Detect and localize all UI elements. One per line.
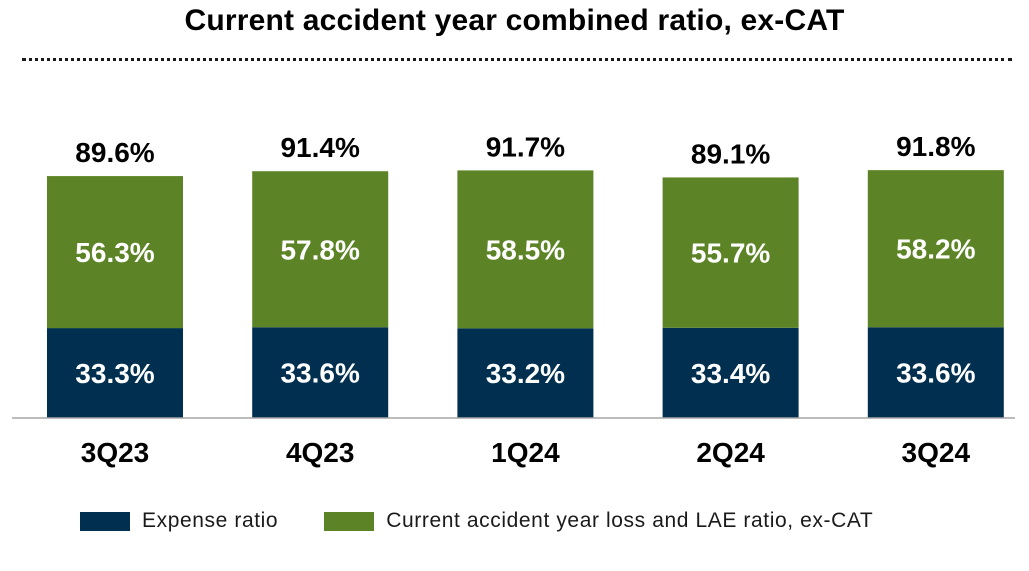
data-label-expense-ratio-3q23: 33.3% (75, 358, 154, 389)
bar-loss-lae-ratio-3q24 (867, 170, 1004, 328)
category-label-4q23: 4Q23 (286, 437, 355, 468)
bar-expense-ratio-3q24 (867, 327, 1004, 418)
data-label-expense-ratio-2q24: 33.4% (691, 358, 770, 389)
legend-item-loss-lae-ratio: Current accident year loss and LAE ratio… (324, 509, 873, 533)
bar-expense-ratio-1q24 (457, 328, 594, 418)
bar-expense-ratio-2q24 (662, 327, 799, 418)
stacked-bar-chart: 33.3% 56.3% 89.6% 3Q23 33.6% 57.8% 91.4% 4Q23 33… (12, 131, 1015, 468)
total-label-1q24: 91.7% (486, 131, 565, 162)
bar-expense-ratio-4q23 (252, 327, 389, 418)
total-label-2q24: 89.1% (691, 138, 770, 169)
bar-loss-lae-ratio-2q24 (662, 177, 799, 328)
data-label-loss-lae-ratio-3q23: 56.3% (75, 237, 154, 268)
total-label-3q24: 91.8% (896, 131, 975, 162)
legend-item-expense-ratio: Expense ratio (80, 509, 278, 533)
labels-layer: 33.3% 56.3% 89.6% 3Q23 33.6% 57.8% 91.4% 4Q23 33… (75, 131, 975, 468)
data-label-loss-lae-ratio-4q23: 57.8% (280, 234, 359, 265)
chart-title: Current accident year combined ratio, ex… (184, 4, 845, 37)
data-label-loss-lae-ratio-3q24: 58.2% (896, 234, 975, 265)
category-label-1q24: 1Q24 (491, 437, 560, 468)
data-label-expense-ratio-1q24: 33.2% (486, 358, 565, 389)
category-label-3q24: 3Q24 (902, 437, 971, 468)
bar-expense-ratio-3q23 (47, 328, 183, 418)
legend: Expense ratio Current accident year loss… (80, 506, 919, 536)
data-label-loss-lae-ratio-1q24: 58.5% (486, 234, 565, 265)
data-label-expense-ratio-3q24: 33.6% (896, 358, 975, 389)
total-label-3q23: 89.6% (75, 137, 154, 168)
bar-loss-lae-ratio-1q24 (457, 170, 594, 329)
legend-swatch-expense-ratio (80, 511, 130, 531)
legend-label-expense-ratio: Expense ratio (142, 509, 279, 532)
data-label-loss-lae-ratio-2q24: 55.7% (691, 238, 770, 269)
total-label-4q23: 91.4% (280, 132, 359, 163)
bars-layer (47, 170, 1004, 418)
title-divider (22, 58, 1012, 61)
bar-loss-lae-ratio-4q23 (252, 171, 389, 328)
legend-swatch-loss-lae-ratio (324, 511, 375, 531)
bar-loss-lae-ratio-3q23 (47, 176, 183, 329)
category-label-2q24: 2Q24 (696, 437, 765, 468)
legend-label-loss-lae-ratio: Current accident year loss and LAE ratio… (386, 509, 874, 532)
category-label-3q23: 3Q23 (81, 437, 150, 468)
data-label-expense-ratio-4q23: 33.6% (280, 358, 359, 389)
